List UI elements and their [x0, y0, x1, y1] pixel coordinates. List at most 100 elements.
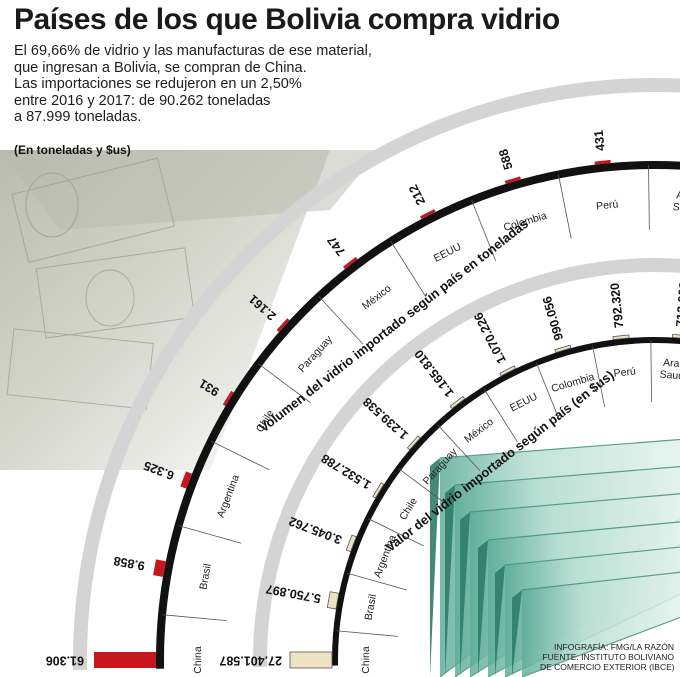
bar-group	[504, 176, 521, 184]
category-divider	[650, 340, 653, 403]
category-divider	[258, 363, 311, 404]
category-label: China	[360, 646, 372, 674]
units-note: (En toneladas y $us)	[14, 143, 131, 157]
chart-outer-band	[73, 78, 680, 671]
bar	[554, 344, 572, 354]
value-label: 9.858	[113, 554, 146, 573]
category-divider	[648, 165, 650, 231]
category-divider	[437, 424, 481, 471]
bar	[406, 435, 421, 451]
category-label-line: China	[360, 646, 372, 674]
chart-baseline-arc	[156, 161, 680, 669]
category-divider	[178, 525, 242, 544]
value-label: 61.306	[46, 654, 84, 668]
bar	[504, 176, 521, 184]
category-label: Perú	[613, 365, 636, 379]
category-label-line: Brasil	[363, 593, 380, 621]
intro-line: Las importaciones se redujeron en un 2,5…	[14, 76, 302, 92]
category-divider	[336, 630, 399, 637]
category-label: Brasil	[197, 563, 214, 591]
category-label-line: Saudita	[659, 368, 680, 383]
glass-pane-edge	[445, 485, 455, 677]
glass-pane-edge	[478, 540, 488, 677]
bar-group	[345, 534, 357, 553]
bar	[372, 482, 385, 499]
category-divider	[592, 346, 606, 408]
bar-group	[326, 591, 340, 610]
bar-group	[612, 334, 630, 341]
category-label-line: China	[192, 646, 204, 674]
value-label: 27.401.587	[219, 654, 282, 668]
bar-group	[180, 471, 193, 489]
category-label-line: Arabia	[663, 357, 680, 371]
glass-panes-illustration	[430, 438, 680, 677]
bar-group	[554, 344, 572, 354]
bar	[449, 395, 466, 410]
category-divider	[558, 174, 572, 239]
bar-group	[594, 159, 611, 165]
glass-pane	[521, 571, 680, 677]
bar	[222, 390, 234, 407]
category-divider	[483, 389, 518, 443]
bar-group	[94, 652, 156, 668]
credit-line: INFOGRAFÍA: FMG/LA RAZÓN	[554, 642, 674, 652]
category-divider	[390, 241, 426, 297]
intro-line: que ingresan a Bolivia, se compran de Ch…	[14, 59, 307, 76]
category-label-line: Brasil	[197, 563, 214, 591]
category-label: ArabiaSaudita	[659, 357, 680, 384]
bar	[94, 652, 156, 668]
money-background	[0, 150, 380, 470]
credit-line: FUENTE: INSTITUTO BOLIVIANO	[542, 652, 674, 662]
bar-group	[419, 209, 436, 220]
category-label-line: Saudita	[672, 201, 680, 216]
credit-line: DE COMERCIO EXTERIOR (IBCE)	[540, 662, 675, 672]
bar	[671, 333, 680, 340]
bar	[153, 559, 166, 577]
intro-text: El 69,66% de vidrio y las manufacturas d…	[14, 43, 414, 126]
bar	[343, 256, 358, 269]
intro-line: a 87.999 toneladas.	[14, 109, 142, 125]
bar	[180, 471, 193, 489]
category-label-line: Arabia	[676, 189, 680, 203]
bar	[326, 591, 340, 610]
category-divider	[471, 200, 497, 261]
category-divider	[210, 440, 270, 471]
value-label: 431	[592, 129, 608, 151]
category-divider	[162, 614, 227, 622]
category-label: ArabiaSaudita	[672, 189, 680, 216]
category-label-line: Perú	[613, 365, 636, 379]
value-label: 792.320	[608, 282, 627, 328]
chart-baseline-arc	[332, 337, 680, 666]
bar-group	[499, 365, 517, 377]
intro-line: entre 2016 y 2017: de 90.262 toneladas	[14, 92, 271, 109]
bar-group	[372, 482, 385, 499]
bar-group	[406, 435, 421, 451]
category-divider	[398, 468, 449, 506]
intro-line: El 69,66% de vidrio y las manufacturas d…	[14, 43, 372, 59]
bar-group	[276, 318, 290, 333]
category-label: China	[192, 646, 204, 674]
bar-group	[671, 333, 680, 340]
category-label: Perú	[596, 198, 619, 212]
bar	[276, 318, 290, 333]
category-divider	[367, 518, 424, 547]
glass-pane-edge	[512, 590, 522, 677]
value-label: 712.008	[674, 281, 680, 327]
bar	[499, 365, 517, 377]
source-credit: INFOGRAFÍA: FMG/LA RAZÓN FUENTE: INSTITU…	[540, 642, 675, 672]
category-divider	[346, 572, 407, 591]
page-title: Países de los que Bolivia compra vidrio	[14, 3, 560, 36]
bar-group	[289, 651, 333, 669]
bar	[289, 651, 333, 669]
chart-outer-band	[253, 258, 680, 668]
bar	[345, 534, 357, 553]
category-label-line: Perú	[596, 198, 619, 212]
glass-pane-edge	[495, 565, 505, 677]
value-label: 588	[496, 147, 515, 171]
bar-group	[449, 395, 466, 410]
bar-group	[343, 256, 358, 269]
bar	[612, 334, 630, 341]
bar	[419, 209, 436, 220]
category-label: Brasil	[363, 593, 380, 621]
